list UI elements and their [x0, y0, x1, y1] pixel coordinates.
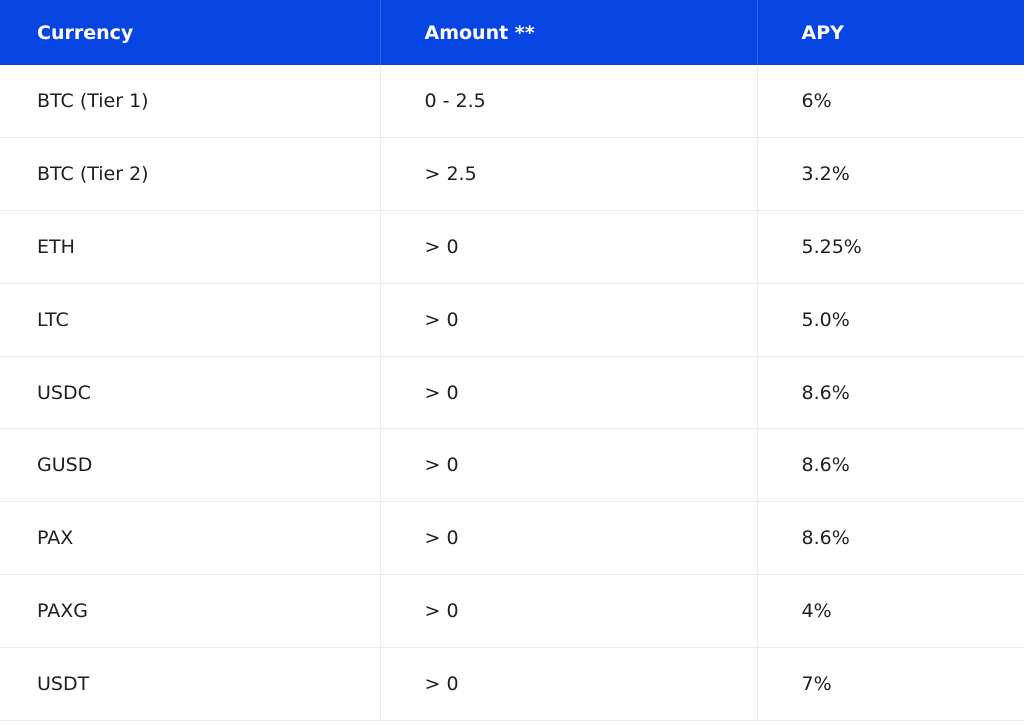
table-row: LTC > 0 5.0% [0, 283, 1024, 357]
header-row: Currency Amount ** APY [0, 0, 1024, 65]
apy-cell: 8.6% [757, 428, 1024, 503]
amount-cell: > 0 [380, 574, 758, 648]
currency-cell: LTC [0, 283, 381, 357]
table-row: BTC (Tier 2) > 2.5 3.2% [0, 137, 1024, 212]
currency-cell: BTC (Tier 2) [0, 137, 381, 212]
table-row: USDC > 0 8.6% [0, 356, 1024, 430]
apy-cell: 6% [757, 65, 1024, 139]
amount-cell: > 0 [380, 428, 758, 503]
table-row: USDT > 0 7% [0, 647, 1024, 721]
amount-cell: > 0 [380, 210, 758, 284]
table-row: ETH > 0 5.25% [0, 210, 1024, 284]
apy-cell: 8.6% [757, 501, 1024, 576]
amount-cell: > 2.5 [380, 137, 758, 212]
amount-cell: 0 - 2.5 [380, 65, 758, 139]
apy-cell: 8.6% [757, 356, 1024, 430]
currency-cell: GUSD [0, 428, 381, 503]
apy-cell: 3.2% [757, 137, 1024, 212]
currency-cell: PAX [0, 501, 381, 576]
apy-cell: 5.0% [757, 283, 1024, 357]
table-row: BTC (Tier 1) 0 - 2.5 6% [0, 65, 1024, 139]
amount-cell: > 0 [380, 356, 758, 430]
currency-cell: PAXG [0, 574, 381, 648]
table-row: GUSD > 0 8.6% [0, 428, 1024, 503]
header-currency: Currency [0, 0, 381, 65]
table-body: BTC (Tier 1) 0 - 2.5 6% BTC (Tier 2) > 2… [0, 65, 1024, 721]
currency-cell: ETH [0, 210, 381, 284]
apy-cell: 5.25% [757, 210, 1024, 284]
amount-cell: > 0 [380, 501, 758, 576]
table-header: Currency Amount ** APY [0, 0, 1024, 65]
currency-cell: BTC (Tier 1) [0, 65, 381, 139]
table-row: PAXG > 0 4% [0, 574, 1024, 648]
header-amount: Amount ** [380, 0, 758, 65]
apy-cell: 4% [757, 574, 1024, 648]
apy-cell: 7% [757, 647, 1024, 721]
table-row: PAX > 0 8.6% [0, 501, 1024, 576]
amount-cell: > 0 [380, 283, 758, 357]
header-apy: APY [757, 0, 1024, 65]
currency-cell: USDT [0, 647, 381, 721]
amount-cell: > 0 [380, 647, 758, 721]
currency-cell: USDC [0, 356, 381, 430]
